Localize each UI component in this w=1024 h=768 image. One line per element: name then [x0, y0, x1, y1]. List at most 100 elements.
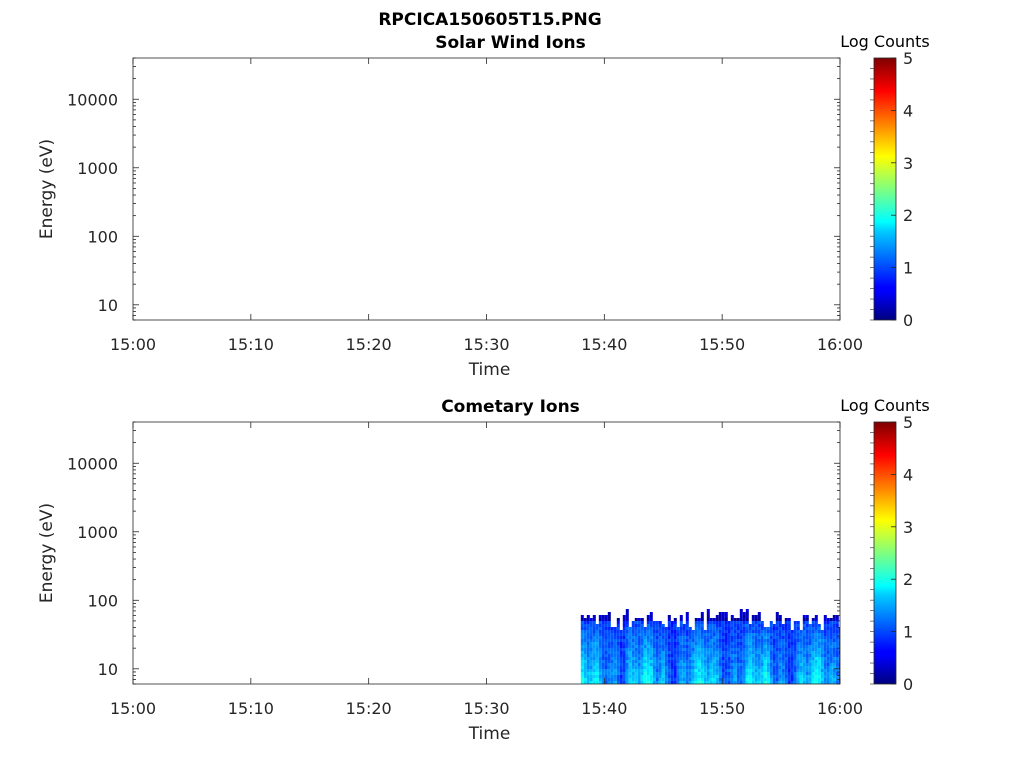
- spectrogram-cell: [688, 642, 692, 645]
- spectrogram-cell: [832, 651, 836, 654]
- spectrogram-cell: [742, 642, 746, 645]
- spectrogram-cell: [634, 678, 638, 681]
- spectrogram-cell: [775, 648, 779, 651]
- spectrogram-cell: [715, 654, 719, 657]
- spectrogram-cell: [820, 672, 824, 675]
- spectrogram-cell: [697, 681, 701, 684]
- spectrogram-cell: [814, 669, 818, 672]
- spectrogram-cell: [583, 660, 587, 663]
- spectrogram-cell: [793, 660, 797, 663]
- spectrogram-cell: [832, 672, 836, 675]
- spectrogram-cell: [628, 681, 632, 684]
- spectrogram-cell: [835, 669, 839, 672]
- spectrogram-cell: [682, 645, 686, 648]
- spectrogram-cell: [589, 663, 593, 666]
- spectrogram-cell: [742, 624, 746, 627]
- spectrogram-cell: [613, 663, 617, 666]
- spectrogram-cell: [622, 633, 626, 636]
- spectrogram-cell: [781, 657, 785, 660]
- colorbar-tick-label: 2: [903, 570, 913, 589]
- spectrogram-cell: [820, 678, 824, 681]
- spectrogram-cell: [595, 669, 599, 672]
- spectrogram-cell: [670, 660, 674, 663]
- spectrogram-cell: [634, 654, 638, 657]
- spectrogram-cell: [829, 669, 833, 672]
- spectrogram-cell: [706, 651, 710, 654]
- spectrogram-cell: [802, 633, 806, 636]
- spectrogram-cell: [745, 636, 749, 639]
- spectrogram-cell: [823, 642, 827, 645]
- spectrogram-cell: [628, 660, 632, 663]
- spectrogram-cell: [799, 675, 803, 678]
- spectrogram-cell: [721, 681, 725, 684]
- spectrogram-cell: [724, 657, 728, 660]
- spectrogram-cell: [592, 678, 596, 681]
- y-tick-label: 1000: [77, 523, 118, 542]
- spectrogram-cell: [778, 666, 782, 669]
- spectrogram-cell: [842, 672, 845, 675]
- spectrogram-cell: [667, 675, 671, 678]
- spectrogram-cell: [835, 681, 839, 684]
- spectrogram-cell: [778, 618, 782, 621]
- spectrogram-cell: [658, 648, 662, 651]
- spectrogram-cell: [649, 615, 653, 618]
- spectrogram-cell: [718, 654, 722, 657]
- spectrogram-cell: [802, 630, 806, 633]
- spectrogram-cell: [784, 639, 788, 642]
- spectrogram-cell: [607, 681, 611, 684]
- spectrogram-cell: [685, 627, 689, 630]
- spectrogram-cell: [775, 657, 779, 660]
- spectrogram-cell: [811, 654, 815, 657]
- spectrogram-cell: [586, 639, 590, 642]
- spectrogram-cell: [793, 627, 797, 630]
- spectrogram-cell: [628, 642, 632, 645]
- spectrogram-cell: [691, 654, 695, 657]
- spectrogram-cell: [649, 627, 653, 630]
- spectrogram-cell: [733, 627, 737, 630]
- spectrogram-cell: [832, 624, 836, 627]
- spectrogram-cell: [736, 621, 740, 624]
- spectrogram-cell: [823, 663, 827, 666]
- spectrogram-cell: [592, 648, 596, 651]
- spectrogram-cell: [772, 660, 776, 663]
- spectrogram-cell: [718, 669, 722, 672]
- spectrogram-cell: [787, 648, 791, 651]
- spectrogram-cell: [733, 645, 737, 648]
- spectrogram-cell: [796, 639, 800, 642]
- spectrogram-cell: [592, 663, 596, 666]
- spectrogram-cell: [646, 672, 650, 675]
- spectrogram-cell: [745, 627, 749, 630]
- spectrogram-cell: [682, 660, 686, 663]
- spectrogram-cell: [766, 645, 770, 648]
- spectrogram-cell: [616, 675, 620, 678]
- spectrogram-cell: [592, 675, 596, 678]
- colorbar: [873, 421, 897, 685]
- spectrogram-cell: [754, 639, 758, 642]
- spectrogram-cell: [667, 615, 671, 618]
- spectrogram-cell: [697, 627, 701, 630]
- spectrogram-cell: [805, 636, 809, 639]
- spectrogram-cell: [763, 663, 767, 666]
- spectrogram-cell: [700, 645, 704, 648]
- spectrogram-cell: [619, 639, 623, 642]
- spectrogram-cell: [751, 627, 755, 630]
- spectrogram-cell: [580, 624, 584, 627]
- spectrogram-cell: [802, 651, 806, 654]
- spectrogram-cell: [715, 642, 719, 645]
- spectrogram-cell: [838, 630, 840, 633]
- spectrogram-cell: [829, 666, 833, 669]
- spectrogram-cell: [733, 669, 737, 672]
- spectrogram-cell: [709, 660, 713, 663]
- spectrogram-cell: [670, 654, 674, 657]
- spectrogram-cell: [736, 654, 740, 657]
- spectrogram-cell: [802, 669, 806, 672]
- spectrogram-cell: [709, 672, 713, 675]
- spectrogram-cell: [631, 678, 635, 681]
- spectrogram-cell: [685, 648, 689, 651]
- spectrogram-cell: [842, 618, 845, 621]
- spectrogram-cell: [751, 678, 755, 681]
- spectrogram-cell: [583, 675, 587, 678]
- spectrogram-cell: [628, 654, 632, 657]
- spectrogram-cell: [652, 663, 656, 666]
- spectrogram-cell: [703, 651, 707, 654]
